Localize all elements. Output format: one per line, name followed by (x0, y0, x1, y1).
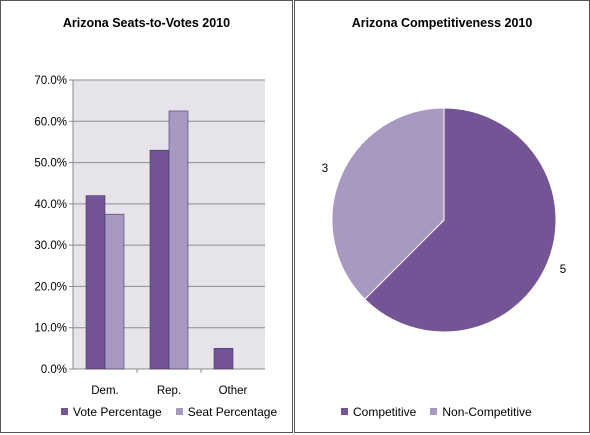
x-tick-label: Dem. (91, 385, 118, 397)
legend-swatch-competitive (341, 408, 348, 415)
legend-label-competitive: Competitive (353, 405, 417, 419)
pie-chart: 53 (322, 107, 566, 333)
y-tick-label: 60.0% (34, 116, 67, 128)
y-tick-label: 70.0% (34, 75, 67, 87)
bar-vote-percentage-rep (149, 149, 170, 370)
legend-swatch-vote (61, 408, 68, 415)
legend-label-non-competitive: Non-Competitive (442, 405, 532, 419)
bar-seat-percentage-rep (168, 110, 189, 370)
y-tick-label: 20.0% (34, 281, 67, 293)
x-tick-label: Rep. (157, 385, 181, 397)
y-tick-label: 50.0% (34, 158, 67, 170)
legend-item-competitive: Competitive (341, 405, 416, 419)
bar-seat-percentage-dem (104, 213, 125, 370)
y-tick-label: 10.0% (34, 323, 67, 335)
y-tick-label: 30.0% (34, 240, 67, 252)
y-tick-label: 0.0% (41, 364, 67, 376)
legend-swatch-seat (175, 408, 183, 415)
pie-data-label: 3 (322, 163, 328, 175)
pie-slice-competitive (364, 107, 557, 333)
bar-chart: 0.0% 10.0% 20.0% 30.0% 40.0% 50.0% 60.0% 70.0% D… (34, 75, 265, 397)
legend-item-seat-percentage: Seat Percentage (175, 405, 278, 419)
legend-item-non-competitive: Non-Competitive (430, 405, 532, 419)
pie-data-label: 5 (560, 264, 566, 276)
bar-chart-title: Arizona Seats-to-Votes 2010 (62, 16, 231, 30)
legend-swatch-non-competitive (430, 408, 438, 415)
pie-chart-title: Arizona Competitiveness 2010 (351, 16, 533, 30)
bar-vote-percentage-dem (85, 195, 106, 370)
bar-chart-panel: Arizona Seats-to-Votes 2010 0.0% 10.0% 20.… (0, 0, 293, 433)
x-tick-label: Other (219, 385, 248, 397)
legend-item-vote-percentage: Vote Percentage (61, 405, 162, 419)
bar-chart-legend: Vote Percentage Seat Percentage (61, 405, 291, 419)
pie-chart-legend: Competitive Non-Competitive (341, 405, 546, 419)
pie-slice-non-competitive (331, 107, 445, 300)
legend-label-vote: Vote Percentage (73, 405, 162, 419)
bar-vote-percentage-other (213, 348, 234, 370)
legend-label-seat: Seat Percentage (187, 405, 278, 419)
y-tick-label: 40.0% (34, 199, 67, 211)
